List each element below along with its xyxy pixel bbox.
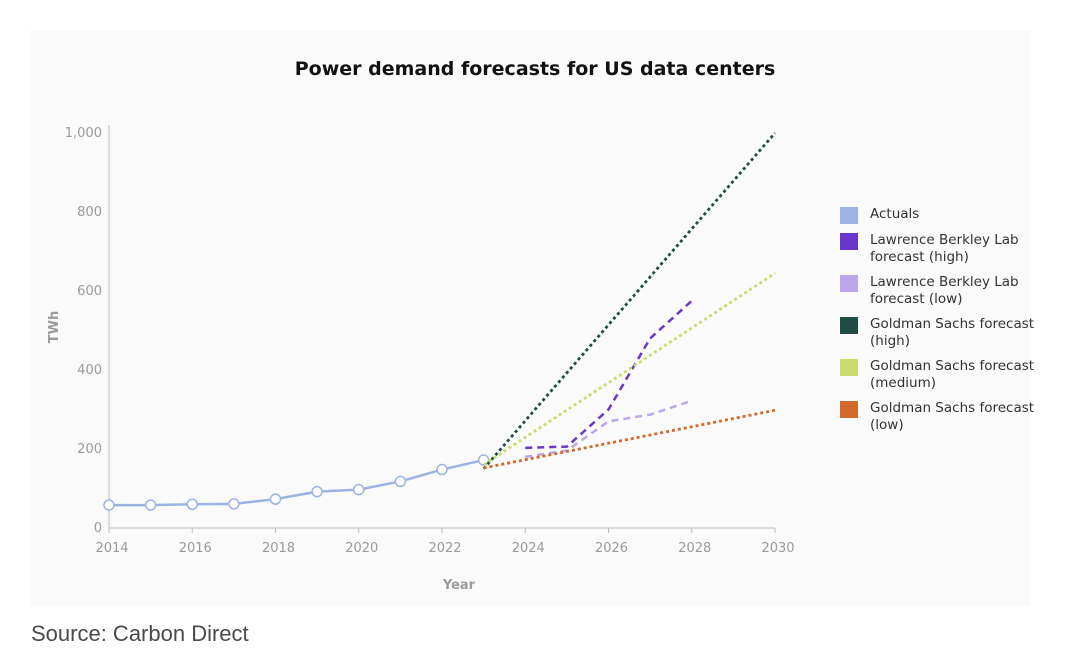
- x-tick-label: 2018: [262, 541, 295, 556]
- data-point: [436, 463, 448, 476]
- series-line: [482, 272, 776, 466]
- legend-swatch: [840, 233, 858, 250]
- x-tick-label: 2026: [595, 541, 628, 556]
- source-note: Source: Carbon Direct: [31, 621, 249, 646]
- x-tick-label: 2016: [179, 541, 212, 556]
- legend-item-lbl-high: Lawrence Berkley Lab forecast (high): [840, 232, 1040, 266]
- data-point: [103, 499, 115, 511]
- series-group: [103, 132, 777, 511]
- data-point: [269, 493, 282, 505]
- legend-label: Actuals: [870, 206, 920, 222]
- legend-swatch: [840, 275, 858, 292]
- chart-title: Power demand forecasts for US data cente…: [294, 58, 776, 80]
- x-tick-label: 2020: [345, 541, 378, 556]
- x-tick-label: 2014: [95, 541, 128, 556]
- data-point: [311, 485, 323, 498]
- legend-label: Lawrence Berkley Lab forecast (high): [870, 232, 1019, 265]
- data-point: [144, 499, 157, 511]
- series-line: [525, 399, 693, 459]
- legend-label: Goldman Sachs forecast (low): [870, 400, 1035, 433]
- legend-item-actuals: Actuals: [840, 206, 1040, 224]
- legend-swatch: [840, 359, 858, 376]
- legend-swatch: [840, 207, 858, 224]
- y-tick-label: 800: [77, 205, 102, 220]
- data-point: [186, 498, 198, 511]
- x-axis-title: Year: [442, 578, 476, 593]
- legend-swatch: [840, 401, 858, 418]
- legend-label: Goldman Sachs forecast (medium): [870, 358, 1035, 391]
- data-point: [228, 498, 240, 510]
- y-axis-title: TWh: [47, 311, 62, 343]
- y-tick-label: 600: [77, 284, 102, 299]
- legend-swatch: [840, 317, 858, 334]
- data-point: [394, 475, 407, 488]
- legend-item-gs-high: Goldman Sachs forecast (high): [840, 316, 1040, 350]
- x-tick-label: 2030: [761, 541, 794, 556]
- y-tick-label: 0: [94, 521, 102, 536]
- axes: 0 200 400 600 800 1,000 2014 2016 2018 2020 2022 20…: [65, 125, 795, 556]
- series-line: [107, 458, 485, 507]
- series-line: [525, 299, 693, 450]
- legend-item-gs-medium: Goldman Sachs forecast (medium): [840, 358, 1040, 392]
- data-point: [353, 483, 365, 496]
- y-tick-label: 400: [77, 363, 102, 378]
- x-tick-label: 2024: [512, 541, 545, 556]
- legend-item-lbl-low: Lawrence Berkley Lab forecast (low): [840, 274, 1040, 308]
- series-line: [482, 132, 777, 470]
- legend: Actuals Lawrence Berkley Lab forecast (h…: [840, 206, 1040, 442]
- x-tick-label: 2028: [678, 541, 711, 556]
- legend-item-gs-low: Goldman Sachs forecast (low): [840, 400, 1040, 434]
- x-tick-label: 2022: [428, 541, 461, 556]
- series-line: [483, 408, 776, 470]
- y-tick-label: 200: [77, 442, 102, 457]
- chart-card: [30, 30, 1030, 606]
- legend-label: Goldman Sachs forecast (high): [870, 316, 1035, 349]
- legend-label: Lawrence Berkley Lab forecast (low): [870, 274, 1019, 307]
- y-tick-label: 1,000: [65, 126, 102, 141]
